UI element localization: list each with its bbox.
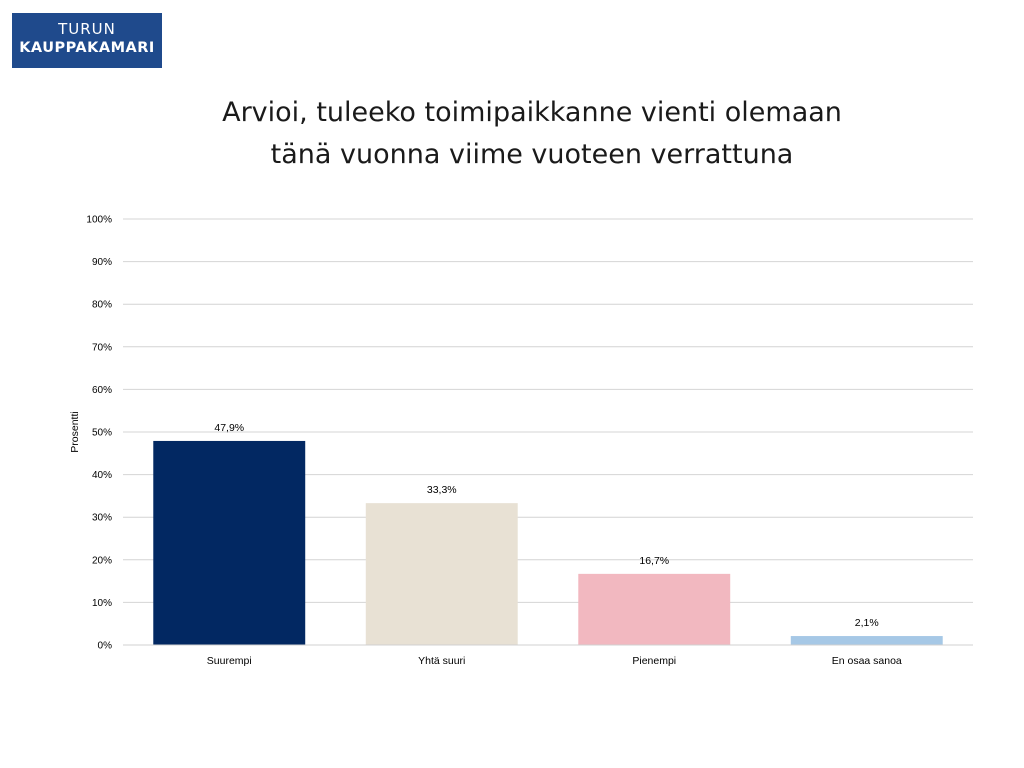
logo-line-2: KAUPPAKAMARI bbox=[19, 40, 155, 56]
data-label: 33,3% bbox=[427, 484, 457, 496]
chart-title: Arvioi, tuleeko toimipaikkanne vienti ol… bbox=[0, 92, 1024, 176]
y-tick-label: 100% bbox=[86, 215, 112, 226]
data-label: 47,9% bbox=[214, 422, 244, 434]
y-tick-label: 90% bbox=[92, 257, 112, 268]
y-tick-label: 50% bbox=[92, 428, 112, 439]
y-tick-label: 40% bbox=[92, 470, 112, 481]
y-tick-label: 10% bbox=[92, 598, 112, 609]
chart-title-line-2: tänä vuonna viime vuoteen verrattuna bbox=[270, 139, 794, 170]
chart-title-line-1: Arvioi, tuleeko toimipaikkanne vienti ol… bbox=[222, 97, 842, 128]
y-tick-label: 80% bbox=[92, 300, 112, 311]
y-tick-label: 20% bbox=[92, 555, 112, 566]
bar bbox=[153, 440, 306, 645]
x-category-label: Yhtä suuri bbox=[418, 655, 465, 667]
x-category-label: En osaa sanoa bbox=[832, 655, 902, 667]
bar bbox=[578, 573, 731, 645]
x-category-label: Pienempi bbox=[632, 655, 676, 667]
logo: TURUN KAUPPAKAMARI bbox=[12, 13, 162, 68]
data-label: 16,7% bbox=[639, 555, 669, 567]
bar bbox=[365, 503, 518, 645]
y-tick-label: 30% bbox=[92, 513, 112, 524]
logo-line-1: TURUN bbox=[58, 20, 116, 38]
x-category-label: Suurempi bbox=[207, 655, 252, 667]
y-tick-label: 60% bbox=[92, 385, 112, 396]
bar bbox=[790, 636, 943, 645]
y-axis-label: Prosentti bbox=[69, 411, 81, 452]
y-tick-label: 0% bbox=[98, 641, 113, 652]
data-label: 2,1% bbox=[855, 617, 879, 629]
y-tick-label: 70% bbox=[92, 342, 112, 353]
